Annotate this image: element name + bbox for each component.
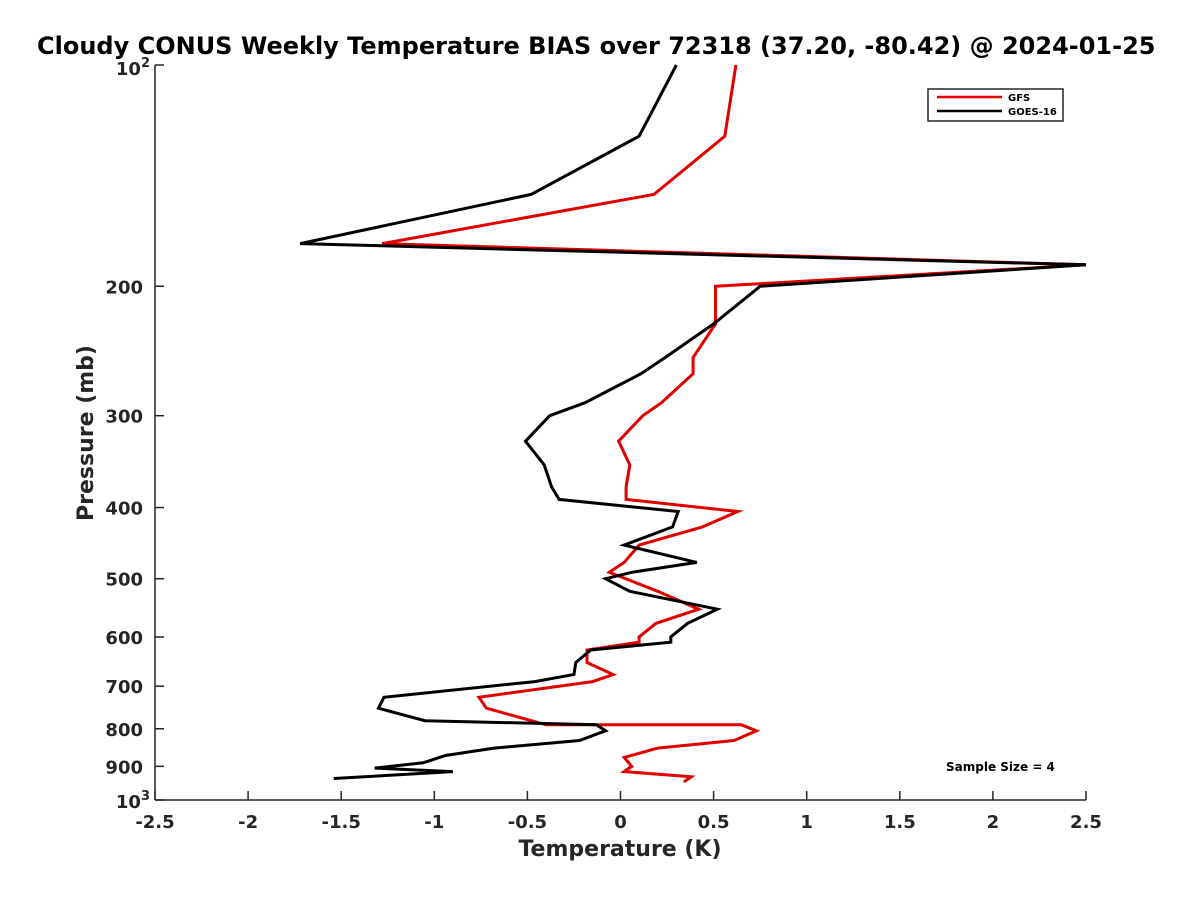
plot-area <box>154 65 1086 801</box>
y-tick-label: 600 <box>105 628 143 649</box>
x-tick-label: 1.5 <box>884 812 916 833</box>
y-tick-label: 800 <box>105 720 143 741</box>
y-tick-label: 400 <box>105 499 143 520</box>
series-line-gfs <box>381 64 1087 784</box>
y-ticks: 200 300 400 500 600 700 800 900 <box>105 64 164 801</box>
series-line-goes16 <box>299 64 1087 780</box>
y-tick-label-bottom: 103 <box>116 789 150 813</box>
x-tick-label: -1.5 <box>322 812 361 833</box>
y-tick-label: 200 <box>105 277 143 298</box>
series-lines <box>299 64 1087 784</box>
legend-box <box>927 88 1064 122</box>
x-tick-label: -2 <box>238 812 258 833</box>
y-tick-label: 700 <box>105 677 143 698</box>
x-tick-label: 2.5 <box>1070 812 1102 833</box>
y-tick-label: 900 <box>105 757 143 778</box>
y-tick-top-base: 10 <box>116 59 141 80</box>
y-tick-label-top: 102 <box>116 56 150 80</box>
y-tick-label: 500 <box>105 570 143 591</box>
y-tick-bottom-base: 10 <box>116 792 141 813</box>
y-tick-bottom-exponent: 3 <box>141 789 150 804</box>
x-tick-label: -1 <box>424 812 444 833</box>
legend-label-gfs: GFS <box>1008 93 1030 104</box>
legend: GFS GOES-16 <box>927 88 1064 122</box>
x-tick-label: 2 <box>987 812 1000 833</box>
y-axis-label: Pressure (mb) <box>74 345 99 521</box>
y-tick-top-exponent: 2 <box>141 56 150 71</box>
x-tick-label: -0.5 <box>508 812 547 833</box>
chart-title: Cloudy CONUS Weekly Temperature BIAS ove… <box>37 32 1155 60</box>
x-tick-label: -2.5 <box>135 812 174 833</box>
x-ticks: -2.5 -2 -1.5 -1 -0.5 0 0.5 1 1.5 2 2.5 <box>135 791 1102 833</box>
x-tick-label: 0 <box>614 812 627 833</box>
y-tick-label: 300 <box>105 407 143 428</box>
sample-size-annotation: Sample Size = 4 <box>946 760 1055 774</box>
x-axis-label: Temperature (K) <box>518 837 721 862</box>
legend-label-goes16: GOES-16 <box>1008 107 1057 118</box>
x-tick-label: 0.5 <box>698 812 730 833</box>
x-tick-label: 1 <box>800 812 813 833</box>
